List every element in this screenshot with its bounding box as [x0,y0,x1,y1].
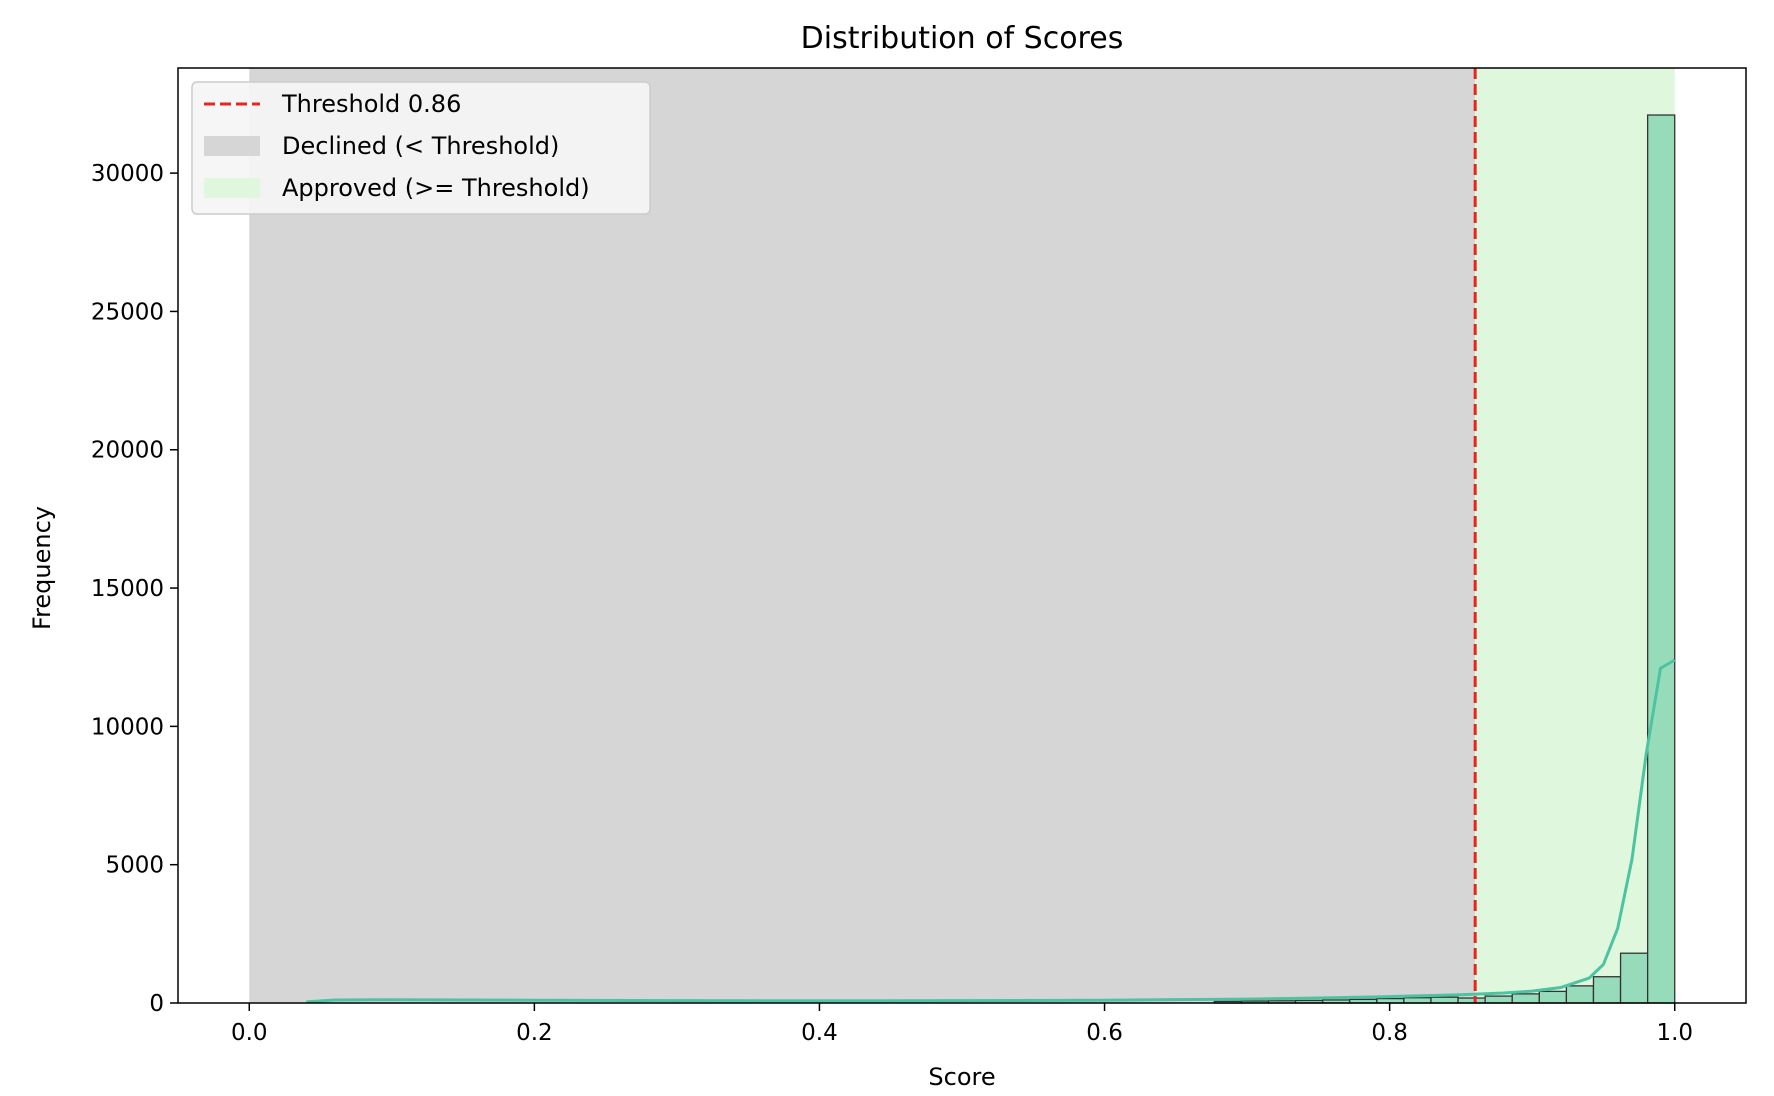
legend-declined-swatch [204,136,260,156]
kde-curve [306,658,1676,1004]
legend-label: Threshold 0.86 [281,90,461,118]
legend: Threshold 0.86 Declined (< Threshold) Appr… [191,81,651,215]
y-tick-label: 5000 [105,853,164,879]
legend-box [191,81,651,215]
x-tick-label: 0.2 [516,1020,553,1046]
histogram-bar [1619,952,1649,1004]
plot-area: 0.0 0.2 0.4 0.6 0.8 1.0 0 5000 10000 15000 20000 25… [91,67,1747,1046]
histogram-bar [1484,995,1513,1004]
histogram-bar [1430,996,1459,1004]
y-tick-label: 30000 [91,161,164,187]
y-tick-label: 0 [149,991,164,1017]
y-tick-label: 20000 [91,438,164,464]
x-tick-label: 0.6 [1086,1020,1123,1046]
x-tick-label: 1.0 [1656,1020,1693,1046]
approved-region [1475,68,1675,1003]
legend-label: Approved (>= Threshold) [282,174,590,202]
legend-approved-swatch [204,178,260,198]
declined-region [249,68,1476,1003]
plot-frame [177,67,1747,1004]
chart-title: Distribution of Scores [801,21,1124,56]
x-tick-label: 0.0 [231,1020,268,1046]
x-tick-label: 0.8 [1371,1020,1408,1046]
histogram-bar [1403,997,1432,1004]
histogram-bar [1646,114,1676,1004]
histogram-bar [1565,985,1595,1004]
histogram-bar [1592,976,1622,1004]
y-tick-label: 15000 [91,576,164,602]
x-axis-label: Score [928,1063,995,1091]
legend-label: Declined (< Threshold) [282,132,559,160]
histogram-bar [1511,993,1540,1004]
y-tick-label: 25000 [91,299,164,325]
x-tick-label: 0.4 [801,1020,838,1046]
y-tick-label: 10000 [91,714,164,740]
y-axis-label: Frequency [28,506,56,630]
histogram-bar [1538,990,1568,1004]
